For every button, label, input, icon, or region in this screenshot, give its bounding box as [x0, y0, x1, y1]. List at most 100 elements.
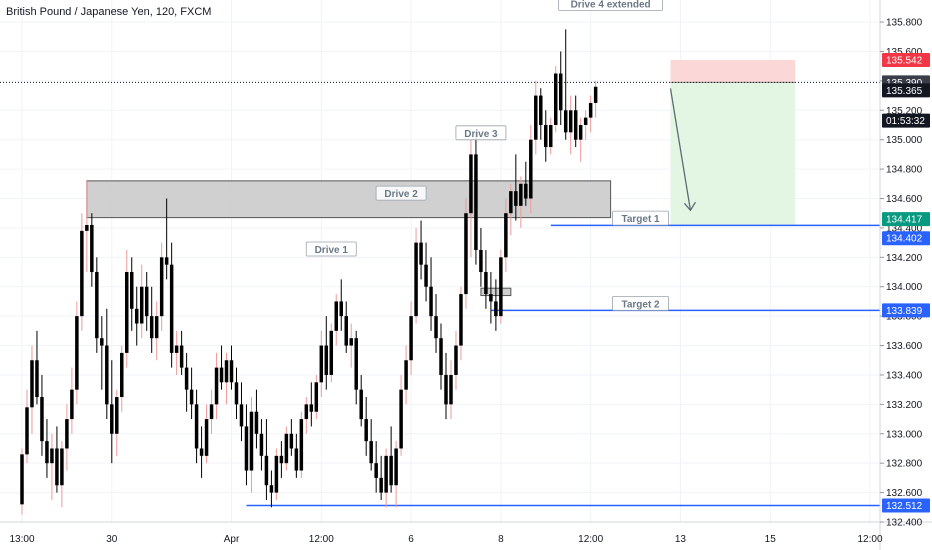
candle-body [174, 345, 179, 353]
candle-body [189, 389, 194, 405]
candle-body [558, 73, 563, 111]
price-badge: 135.542 [882, 52, 930, 67]
candle-body [339, 301, 343, 317]
y-tick-label: 134.200 [886, 253, 923, 264]
candle-body [35, 360, 39, 398]
price-badge-box [882, 83, 930, 98]
candle-body [194, 404, 199, 449]
candle-body [504, 213, 508, 258]
price-badge-box [882, 212, 930, 227]
candle-body [204, 419, 209, 456]
y-tick-label: 134.600 [886, 194, 923, 205]
candle-body [549, 124, 553, 148]
candle-body [519, 183, 523, 206]
candle-body [284, 433, 289, 464]
candle-body [149, 316, 154, 339]
annotation-3: Drive 4 extended [558, 0, 664, 11]
annotation-label: Drive 4 extended [571, 0, 651, 10]
candle-body [40, 397, 44, 442]
price-badge: 133.839 [882, 303, 930, 318]
x-tick-label: 12:00 [857, 534, 882, 545]
candle-body [524, 183, 528, 199]
candle-body [229, 360, 234, 383]
price-badge-label: 132.512 [886, 501, 923, 512]
x-tick-label: 6 [408, 534, 414, 545]
candle-body [364, 419, 368, 442]
x-tick-label: 8 [498, 534, 504, 545]
annotation-box [455, 125, 507, 141]
candle-body [65, 419, 69, 449]
annotation-label: Target 1 [621, 214, 660, 225]
price-badges-layer: 135.542135.390135.36501:53:32134.417134.… [882, 52, 930, 513]
candle-body [499, 257, 503, 317]
candle-body [125, 272, 129, 353]
y-tick-label: 135.800 [886, 18, 923, 29]
candle-body [209, 404, 214, 420]
candle-body [568, 110, 573, 133]
annotation-label: Target 2 [621, 299, 660, 310]
candle-body [95, 272, 99, 339]
x-tick-label: 13:00 [9, 534, 34, 545]
y-tick-label: 135.000 [886, 135, 923, 146]
candle-body [184, 367, 189, 390]
candle-body [539, 95, 543, 125]
candle-body [429, 286, 433, 317]
x-tick-label: 13 [675, 534, 687, 545]
candle-body [494, 301, 498, 317]
candle-body [344, 316, 348, 346]
candle-body [324, 345, 329, 375]
candle-body [573, 110, 578, 140]
candle-body [199, 448, 204, 456]
candle-body [394, 448, 398, 486]
candle-body [144, 286, 149, 317]
candle-body [464, 213, 468, 295]
annotation-box [558, 0, 664, 11]
price-badge-label: 134.417 [886, 215, 923, 226]
candle-body [80, 230, 84, 317]
candle-body [534, 95, 538, 140]
y-tick-label: 132.400 [886, 518, 923, 529]
y-tick-label: 134.000 [886, 282, 923, 293]
candle-body [85, 224, 89, 231]
candle-body [319, 345, 324, 383]
candle-body [134, 308, 139, 324]
price-badge: 01:53:32 [882, 113, 930, 128]
projection-arrow-head [683, 201, 696, 212]
annotations-layer: Drive 1 Drive 2 Drive 3 Drive 4 extended Tar… [305, 0, 669, 311]
candle-body [384, 455, 388, 493]
y-tick-label: 133.600 [886, 341, 923, 352]
annotation-label: Drive 1 [315, 245, 349, 256]
chart-title: British Pound / Japanese Yen, 120, FXCM [6, 6, 211, 18]
candle-body [164, 257, 169, 265]
candle-body [374, 463, 378, 478]
candle-body [90, 224, 94, 273]
candle-body [269, 485, 274, 493]
candle-body [529, 139, 533, 199]
candle-body [294, 448, 299, 471]
candle-body [449, 374, 453, 405]
candle-body [30, 360, 34, 408]
candle-body [583, 117, 588, 125]
price-badge-box [882, 303, 930, 318]
candle-body [314, 382, 319, 412]
x-tick-label: Apr [224, 534, 240, 545]
zones-layer [86, 180, 612, 297]
candle-body [75, 316, 79, 390]
y-tick-label: 133.400 [886, 370, 923, 381]
candle-body [309, 404, 314, 412]
candle-body [563, 110, 568, 133]
x-tick-label: 12:00 [578, 534, 603, 545]
candle-body [349, 338, 353, 346]
candle-body [279, 455, 284, 464]
y-tick-label: 132.600 [886, 488, 923, 499]
candle-body [359, 389, 363, 420]
x-tick-label: 30 [106, 534, 118, 545]
candle-body [474, 154, 478, 250]
stop-loss-zone [670, 59, 796, 83]
candle-body [354, 338, 358, 390]
candle-body [50, 448, 54, 464]
annotation-5: Target 2 [612, 295, 669, 311]
candles-layer [20, 29, 598, 515]
candle-body [110, 404, 114, 434]
